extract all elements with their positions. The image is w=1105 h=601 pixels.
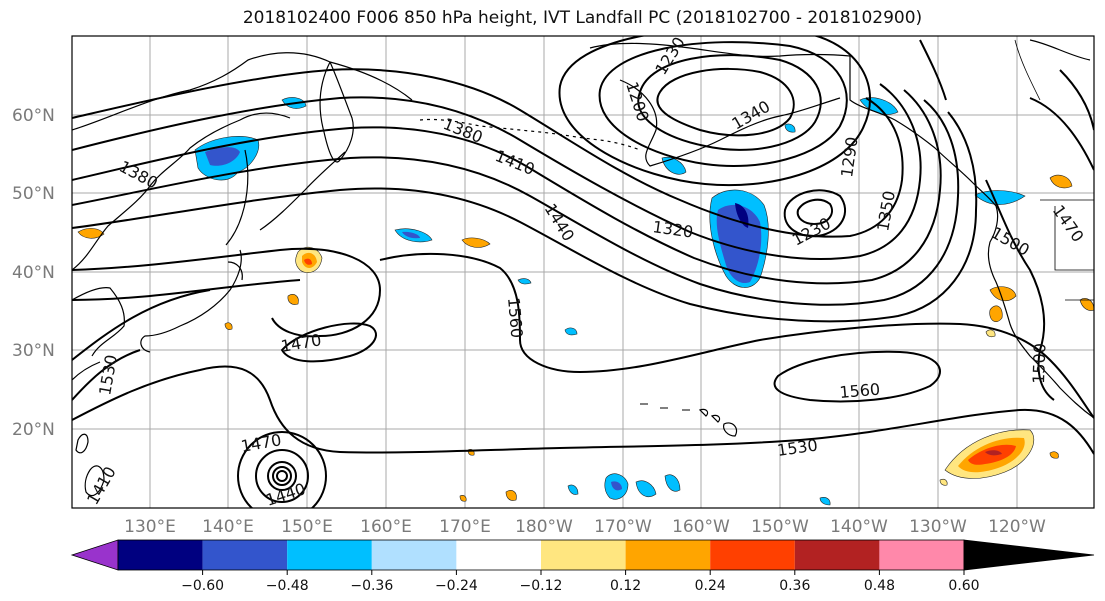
colorbar-tick-label: −0.36 (350, 578, 393, 594)
colorbar-left-extension (70, 539, 119, 571)
lat-label: 40°N (12, 263, 55, 283)
lon-label: 150°E (281, 517, 333, 537)
lon-label: 140°E (202, 517, 254, 537)
map-border (71, 35, 1095, 509)
lon-label: 120°W (988, 517, 1046, 537)
contour-label: 1500 (1029, 343, 1049, 384)
contour-label: 1560 (839, 380, 881, 402)
lon-label: 170°E (439, 517, 491, 537)
lon-label: 140°W (830, 517, 888, 537)
height-contours (72, 36, 1094, 508)
lat-label: 20°N (12, 420, 55, 440)
colorbar-tick-label: −0.60 (181, 578, 224, 594)
map-title: 2018102400 F006 850 hPa height, IVT Land… (242, 8, 923, 28)
colorbar-segment (202, 540, 288, 570)
latitude-labels: 60°N 50°N 40°N 30°N 20°N (12, 106, 55, 440)
lat-label: 50°N (12, 184, 55, 204)
colorbar-tick-label: −0.48 (266, 578, 309, 594)
colorbar-tick-label: −0.12 (520, 578, 563, 594)
lon-label: 160°E (360, 517, 412, 537)
longitude-labels: 130°E 140°E 150°E 160°E 170°E 180°W 170°… (124, 517, 1046, 537)
ivt-shading (77, 97, 1094, 506)
colorbar-segment (710, 540, 795, 570)
colorbar-right-extension (963, 539, 1095, 571)
lat-label: 60°N (12, 106, 55, 126)
lon-label: 130°W (909, 517, 967, 537)
colorbar-segment (287, 540, 372, 570)
lon-label: 160°W (672, 517, 730, 537)
lon-label: 150°W (751, 517, 809, 537)
colorbar-tick-label: −0.24 (435, 578, 478, 594)
lon-label: 130°E (124, 517, 176, 537)
colorbar-tick-label: 0.12 (610, 578, 641, 594)
colorbar-segment (118, 540, 203, 570)
contour-label: 1560 (504, 297, 526, 339)
lon-label: 170°W (594, 517, 652, 537)
colorbar-tick-label: 0.48 (864, 578, 895, 594)
colorbar: −0.60 −0.48 −0.36 −0.24 −0.12 0.12 0.24 … (70, 539, 1095, 594)
colorbar-tick-label: 0.24 (695, 578, 726, 594)
colorbar-segment (879, 540, 964, 570)
colorbar-segment (456, 540, 541, 570)
colorbar-tick-label: 0.36 (779, 578, 810, 594)
colorbar-tick-label: 0.60 (948, 578, 979, 594)
colorbar-segment (625, 540, 711, 570)
colorbar-segment (541, 540, 626, 570)
lon-label: 180°W (515, 517, 573, 537)
colorbar-segment (794, 540, 880, 570)
colorbar-segment (371, 540, 457, 570)
lat-label: 30°N (12, 341, 55, 361)
